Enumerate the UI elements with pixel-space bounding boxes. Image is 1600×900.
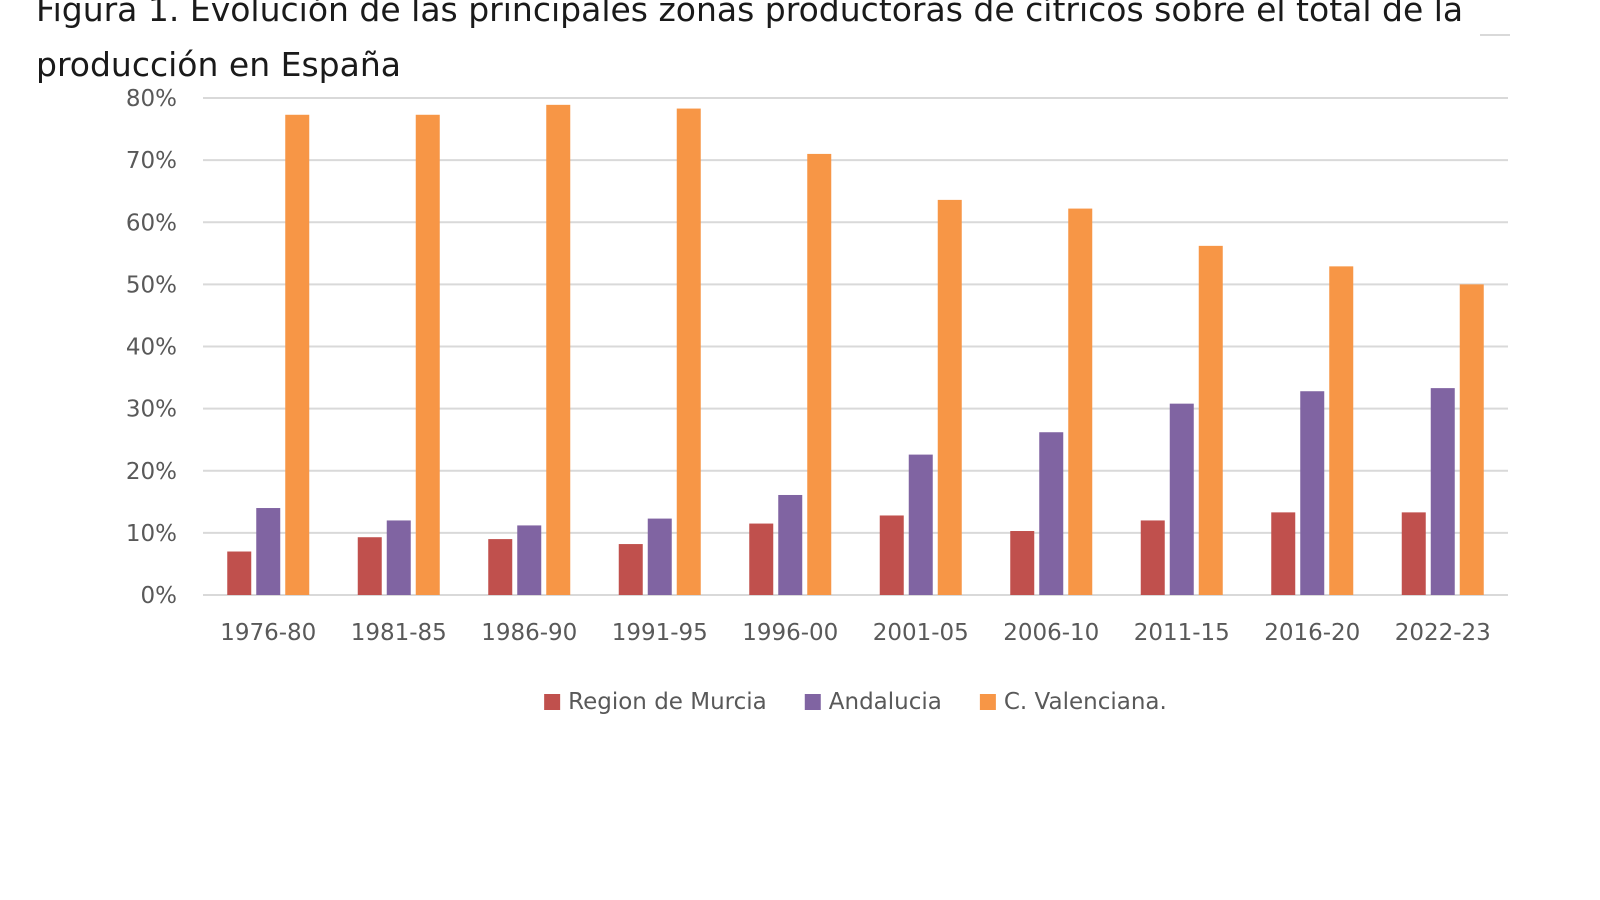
y-axis-ticks: 0% 10% 20% 30% 40% 50% 60% 70% 80% xyxy=(126,86,177,609)
bar-andalucia-2022-23 xyxy=(1430,388,1455,595)
bar-region-de-murcia-1981-85 xyxy=(357,537,382,595)
y-tick-label: 70% xyxy=(126,148,177,174)
bars xyxy=(227,104,1484,596)
bar-andalucia-1981-85 xyxy=(386,520,411,595)
bar-c-valenciana-2006-10 xyxy=(1068,208,1093,595)
legend-item: Region de Murcia xyxy=(544,689,767,715)
bar-andalucia-1991-95 xyxy=(647,518,672,595)
y-tick-label: 80% xyxy=(126,86,177,112)
bar-c-valenciana-1986-90 xyxy=(546,104,571,596)
x-tick-label: 2001-05 xyxy=(873,620,969,646)
x-tick-label: 2022-23 xyxy=(1395,620,1491,646)
y-tick-label: 10% xyxy=(126,521,177,547)
bar-c-valenciana-2016-20 xyxy=(1329,266,1354,595)
bar-region-de-murcia-1991-95 xyxy=(618,544,643,595)
bar-c-valenciana-1976-80 xyxy=(285,114,310,596)
bar-region-de-murcia-2011-15 xyxy=(1140,520,1165,595)
bar-c-valenciana-1981-85 xyxy=(415,114,440,596)
x-axis-ticks: 1976-80 1981-85 1986-90 1991-95 1996-00 2001-… xyxy=(220,620,1491,646)
y-tick-label: 0% xyxy=(141,583,178,609)
x-tick-label: 1986-90 xyxy=(481,620,577,646)
legend-item: Andalucia xyxy=(804,689,942,715)
bar-region-de-murcia-2001-05 xyxy=(879,515,904,595)
figure-title: Figura 1. Evolución de las principales z… xyxy=(36,0,1464,84)
decorative-rule xyxy=(1480,34,1510,36)
bar-region-de-murcia-1996-00 xyxy=(749,523,774,595)
bar-andalucia-1976-80 xyxy=(256,508,281,595)
bar-region-de-murcia-2006-10 xyxy=(1010,531,1035,595)
legend-label: C. Valenciana. xyxy=(1004,689,1167,715)
bar-c-valenciana-2001-05 xyxy=(937,199,962,595)
x-tick-label: 1991-95 xyxy=(612,620,708,646)
bar-andalucia-2006-10 xyxy=(1039,432,1064,595)
y-tick-label: 50% xyxy=(126,272,177,298)
y-tick-label: 20% xyxy=(126,459,177,485)
x-tick-label: 1996-00 xyxy=(742,620,838,646)
y-tick-label: 30% xyxy=(126,397,177,423)
legend-label: Andalucia xyxy=(829,689,942,715)
bar-c-valenciana-1996-00 xyxy=(807,153,832,595)
bar-c-valenciana-1991-95 xyxy=(676,108,701,595)
bar-andalucia-1986-90 xyxy=(517,525,542,595)
legend-label: Region de Murcia xyxy=(568,689,767,715)
y-tick-label: 40% xyxy=(126,335,177,361)
legend-swatch xyxy=(804,694,821,710)
bar-region-de-murcia-1986-90 xyxy=(488,539,513,595)
bar-c-valenciana-2011-15 xyxy=(1198,245,1223,596)
legend-swatch xyxy=(544,694,561,710)
bar-region-de-murcia-1976-80 xyxy=(227,551,252,595)
legend: Region de Murcia Andalucia C. Valenciana. xyxy=(544,689,1167,715)
x-tick-label: 2016-20 xyxy=(1264,620,1360,646)
bar-region-de-murcia-2016-20 xyxy=(1271,512,1296,595)
bar-andalucia-2011-15 xyxy=(1169,403,1194,595)
legend-item: C. Valenciana. xyxy=(979,689,1167,715)
bar-region-de-murcia-2022-23 xyxy=(1401,512,1426,595)
bar-andalucia-2001-05 xyxy=(908,454,933,595)
x-tick-label: 2006-10 xyxy=(1003,620,1099,646)
bar-c-valenciana-2022-23 xyxy=(1459,284,1484,595)
x-tick-label: 1976-80 xyxy=(220,620,316,646)
y-tick-label: 60% xyxy=(126,210,177,236)
legend-swatch xyxy=(979,694,996,710)
bar-andalucia-2016-20 xyxy=(1300,391,1325,595)
x-tick-label: 2011-15 xyxy=(1134,620,1230,646)
bar-andalucia-1996-00 xyxy=(778,494,803,595)
x-tick-label: 1981-85 xyxy=(351,620,447,646)
